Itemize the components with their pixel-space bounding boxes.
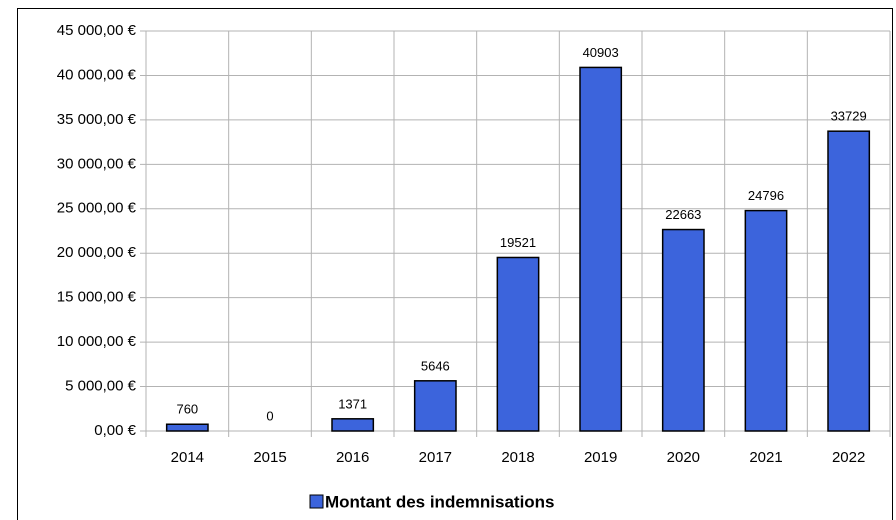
y-tick-label: 10 000,00 € <box>57 333 137 350</box>
x-tick-label: 2018 <box>501 449 534 466</box>
x-tick-label: 2014 <box>171 449 204 466</box>
x-tick-label: 2022 <box>832 449 865 466</box>
value-label: 0 <box>266 408 273 423</box>
x-tick-label: 2021 <box>749 449 782 466</box>
legend-label: Montant des indemnisations <box>325 492 555 511</box>
y-tick-label: 15 000,00 € <box>57 289 137 306</box>
y-tick-label: 30 000,00 € <box>57 155 137 172</box>
x-tick-label: 2015 <box>253 449 286 466</box>
value-label: 33729 <box>831 109 867 124</box>
y-tick-label: 20 000,00 € <box>57 244 137 261</box>
y-tick-label: 5 000,00 € <box>65 378 137 395</box>
bar <box>165 423 209 432</box>
bar <box>579 66 623 432</box>
value-label: 760 <box>176 402 198 417</box>
y-tick-label: 40 000,00 € <box>57 66 137 83</box>
bar <box>413 380 457 432</box>
legend-swatch <box>309 494 324 509</box>
bar <box>496 256 540 432</box>
value-label: 24796 <box>748 188 784 203</box>
x-tick-label: 2019 <box>584 449 617 466</box>
bar <box>827 130 871 432</box>
value-label: 40903 <box>583 45 619 60</box>
bar <box>331 418 375 432</box>
bar <box>661 228 705 432</box>
x-tick-label: 2020 <box>667 449 700 466</box>
value-label: 19521 <box>500 235 536 250</box>
y-tick-label: 45 000,00 € <box>57 22 137 39</box>
x-tick-label: 2017 <box>419 449 452 466</box>
x-tick-label: 2016 <box>336 449 369 466</box>
y-tick-label: 35 000,00 € <box>57 111 137 128</box>
y-tick-label: 0,00 € <box>94 422 136 439</box>
value-label: 5646 <box>421 358 450 373</box>
value-label: 1371 <box>338 396 367 411</box>
y-tick-label: 25 000,00 € <box>57 200 137 217</box>
bar <box>744 209 788 432</box>
value-label: 22663 <box>665 207 701 222</box>
